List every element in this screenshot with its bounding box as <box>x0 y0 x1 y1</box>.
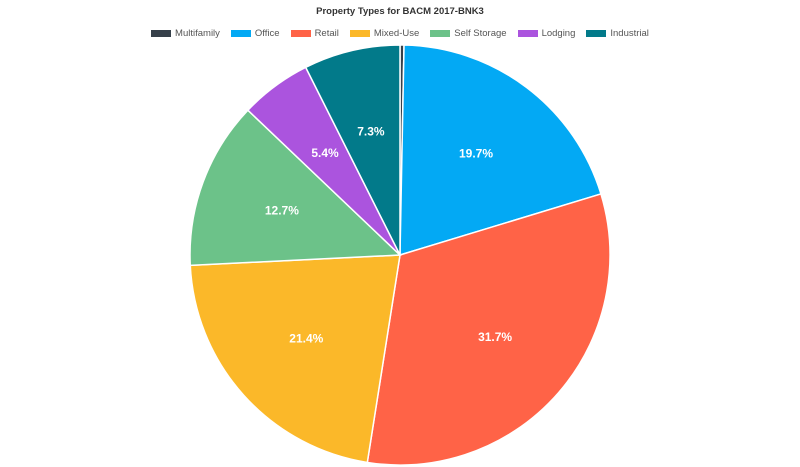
legend-item-multifamily[interactable]: Multifamily <box>151 28 220 39</box>
slice-label-lodging: 5.4% <box>311 146 339 160</box>
legend-swatch <box>290 30 311 37</box>
pie-slice-mixed-use[interactable] <box>189 254 401 464</box>
legend: Multifamily Office Retail Mixed-Use Self… <box>0 28 800 39</box>
legend-item-lodging[interactable]: Lodging <box>517 28 576 39</box>
pie-slice-industrial[interactable] <box>304 44 401 256</box>
legend-swatch <box>517 30 538 37</box>
legend-item-mixed-use[interactable]: Mixed-Use <box>349 28 420 39</box>
legend-swatch <box>349 30 370 37</box>
legend-item-office[interactable]: Office <box>230 28 280 39</box>
legend-item-industrial[interactable]: Industrial <box>586 28 649 39</box>
slice-label-retail: 31.7% <box>478 330 512 344</box>
legend-label: Industrial <box>610 28 649 39</box>
legend-swatch <box>230 30 251 37</box>
pie-slice-retail[interactable] <box>366 193 611 466</box>
pie-slice-self-storage[interactable] <box>189 109 402 267</box>
legend-label: Mixed-Use <box>373 28 420 39</box>
slice-label-mixed-use: 21.4% <box>289 331 323 345</box>
legend-label: Lodging <box>541 28 576 39</box>
legend-item-self-storage[interactable]: Self Storage <box>430 28 507 39</box>
chart-title: Property Types for BACM 2017-BNK3 <box>316 6 484 17</box>
legend-label: Retail <box>314 28 339 39</box>
slice-label-industrial: 7.3% <box>357 125 385 139</box>
legend-label: Office <box>254 28 280 39</box>
legend-swatch <box>430 30 451 37</box>
legend-label: Self Storage <box>454 28 507 39</box>
legend-label: Multifamily <box>175 28 220 39</box>
legend-item-retail[interactable]: Retail <box>290 28 339 39</box>
pie-slice-office[interactable] <box>399 44 602 257</box>
slice-label-office: 19.7% <box>459 147 493 161</box>
slice-label-self-storage: 12.7% <box>265 203 299 217</box>
legend-swatch <box>586 30 607 37</box>
legend-swatch <box>151 30 172 37</box>
